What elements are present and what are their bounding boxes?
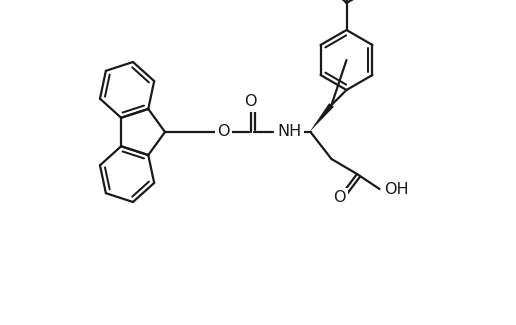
- Text: O: O: [217, 124, 230, 139]
- Text: OH: OH: [384, 181, 409, 197]
- Text: O: O: [244, 95, 257, 110]
- Polygon shape: [310, 103, 334, 132]
- Text: NH: NH: [278, 124, 302, 139]
- Text: O: O: [333, 190, 345, 205]
